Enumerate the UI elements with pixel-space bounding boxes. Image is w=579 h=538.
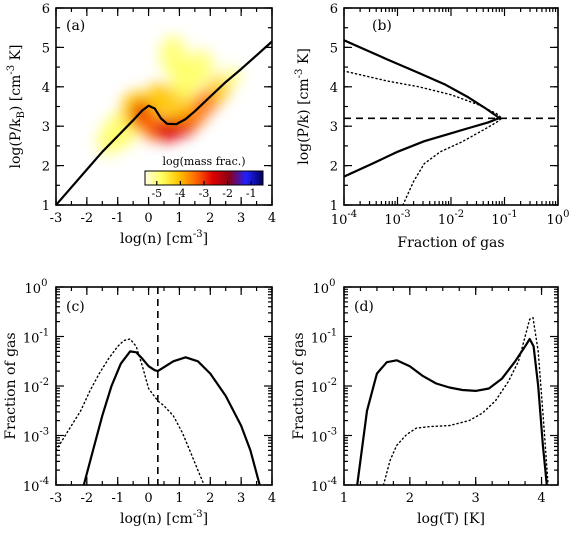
colorbar-tick-label: -4 xyxy=(175,187,186,200)
panel-b-y-tick-label: 6 xyxy=(330,2,338,17)
panel-b-y-label: log(P/k) [cm-3 K] xyxy=(294,48,312,165)
panel-a-x-tick-label: 4 xyxy=(268,211,276,226)
panel-d-series-line xyxy=(382,317,549,485)
panel-b-x-tick-label: 10-3 xyxy=(384,209,410,228)
panel-a-series-line xyxy=(56,40,272,205)
panel-a-x-tick-label: 0 xyxy=(144,211,152,226)
panel-a-x-tick-label: 2 xyxy=(206,211,214,226)
colorbar-tick-label: -2 xyxy=(222,187,233,200)
panel-c-y-tick-label: 10-1 xyxy=(23,328,49,347)
panel-c-x-tick-label: 0 xyxy=(144,491,152,506)
panel-d-x-tick-label: 2 xyxy=(406,491,414,506)
panel-b-x-label: Fraction of gas xyxy=(397,235,504,251)
panel-a-x-tick-label: -2 xyxy=(81,211,94,226)
panel-d-x-tick-label: 3 xyxy=(472,491,480,506)
panel-c-x-tick-label: -3 xyxy=(50,491,63,506)
panel-d-y-tick-label: 10-1 xyxy=(311,328,337,347)
panel-a-x-tick-label: 3 xyxy=(237,211,245,226)
panel-d-y-tick-label: 10-2 xyxy=(311,377,337,396)
panel-d-y-tick-label: 10-3 xyxy=(311,427,337,446)
panel-b-series-line xyxy=(344,70,503,205)
panel-a-x-tick-label: -1 xyxy=(111,211,124,226)
panel-a-label: (a) xyxy=(66,18,85,34)
panel-c-series-line xyxy=(56,338,205,485)
panel-a-y-tick-label: 6 xyxy=(42,2,50,17)
panel-b-y-tick-label: 2 xyxy=(330,160,338,175)
panel-d-y-tick-label: 10-4 xyxy=(311,476,337,495)
colorbar-tick-label: -1 xyxy=(246,187,257,200)
density-blob xyxy=(187,49,215,85)
panel-c-frame xyxy=(55,286,273,486)
panel-a-y-tick-label: 4 xyxy=(42,81,50,96)
panel-a-y-tick-label: 2 xyxy=(42,160,50,175)
panel-b-series-line xyxy=(344,39,501,178)
panel-c-y-label: Fraction of gas xyxy=(3,332,19,439)
panel-b-x-tick-label: 10-4 xyxy=(331,209,357,228)
panel-c-x-tick-label: -2 xyxy=(81,491,94,506)
panel-c-y-tick-label: 10-3 xyxy=(23,427,49,446)
panel-d-x-tick-label: 1 xyxy=(340,491,348,506)
panel-d-y-tick-label: 100 xyxy=(313,278,336,297)
panel-c-x-tick-label: 1 xyxy=(175,491,183,506)
panel-d-frame xyxy=(343,286,559,486)
density-cloud xyxy=(96,35,242,156)
panel-b-y-tick-label: 4 xyxy=(330,81,338,96)
panel-d-x-tick-label: 4 xyxy=(537,491,545,506)
panel-d-label: (d) xyxy=(354,299,374,315)
panel-a-x-label: log(n) [cm-3] xyxy=(120,229,208,247)
panel-b-y-tick-label: 5 xyxy=(330,41,338,56)
colorbar-title: log(mass frac.) xyxy=(162,155,245,168)
panel-a-x-tick-label: 1 xyxy=(175,211,183,226)
panel-c-label: (c) xyxy=(66,299,85,315)
panel-a-x-tick-label: -3 xyxy=(50,211,63,226)
panel-a-y-tick-label: 1 xyxy=(42,199,50,214)
panel-b-y-tick-label: 3 xyxy=(330,120,338,135)
panel-b-label: (b) xyxy=(372,18,392,34)
panel-b-x-tick-label: 10-2 xyxy=(438,209,464,228)
panel-c-x-tick-label: 4 xyxy=(268,491,276,506)
panel-a-y-tick-label: 3 xyxy=(42,120,50,135)
panel-d-y-label: Fraction of gas xyxy=(291,332,307,439)
density-blob xyxy=(159,35,188,75)
panel-a-y-tick-label: 5 xyxy=(42,41,50,56)
panel-d-series-line xyxy=(356,337,548,485)
panel-c-y-tick-label: 10-2 xyxy=(23,377,49,396)
panel-c-x-tick-label: 2 xyxy=(206,491,214,506)
panel-b-y-tick-label: 1 xyxy=(330,199,338,214)
panel-c-series-line xyxy=(82,350,261,485)
colorbar-tick-label: -3 xyxy=(199,187,210,200)
density-blob xyxy=(96,128,121,156)
density-blob xyxy=(145,82,171,115)
panel-b-x-tick-label: 10-1 xyxy=(491,209,517,228)
colorbar-tick-label: -5 xyxy=(151,187,162,200)
panel-c-x-tick-label: 3 xyxy=(237,491,245,506)
panel-b-frame xyxy=(343,7,559,206)
panel-c-x-tick-label: -1 xyxy=(111,491,124,506)
panel-b-x-tick-label: 100 xyxy=(547,209,570,228)
panel-d-x-label: log(T) [K] xyxy=(417,511,485,527)
panel-c-y-tick-label: 10-4 xyxy=(23,476,49,495)
panel-a-y-label: log(P/kB) [cm-3 K] xyxy=(6,45,27,169)
panel-c-x-label: log(n) [cm-3] xyxy=(120,509,208,527)
panel-c-y-tick-label: 100 xyxy=(25,278,48,297)
